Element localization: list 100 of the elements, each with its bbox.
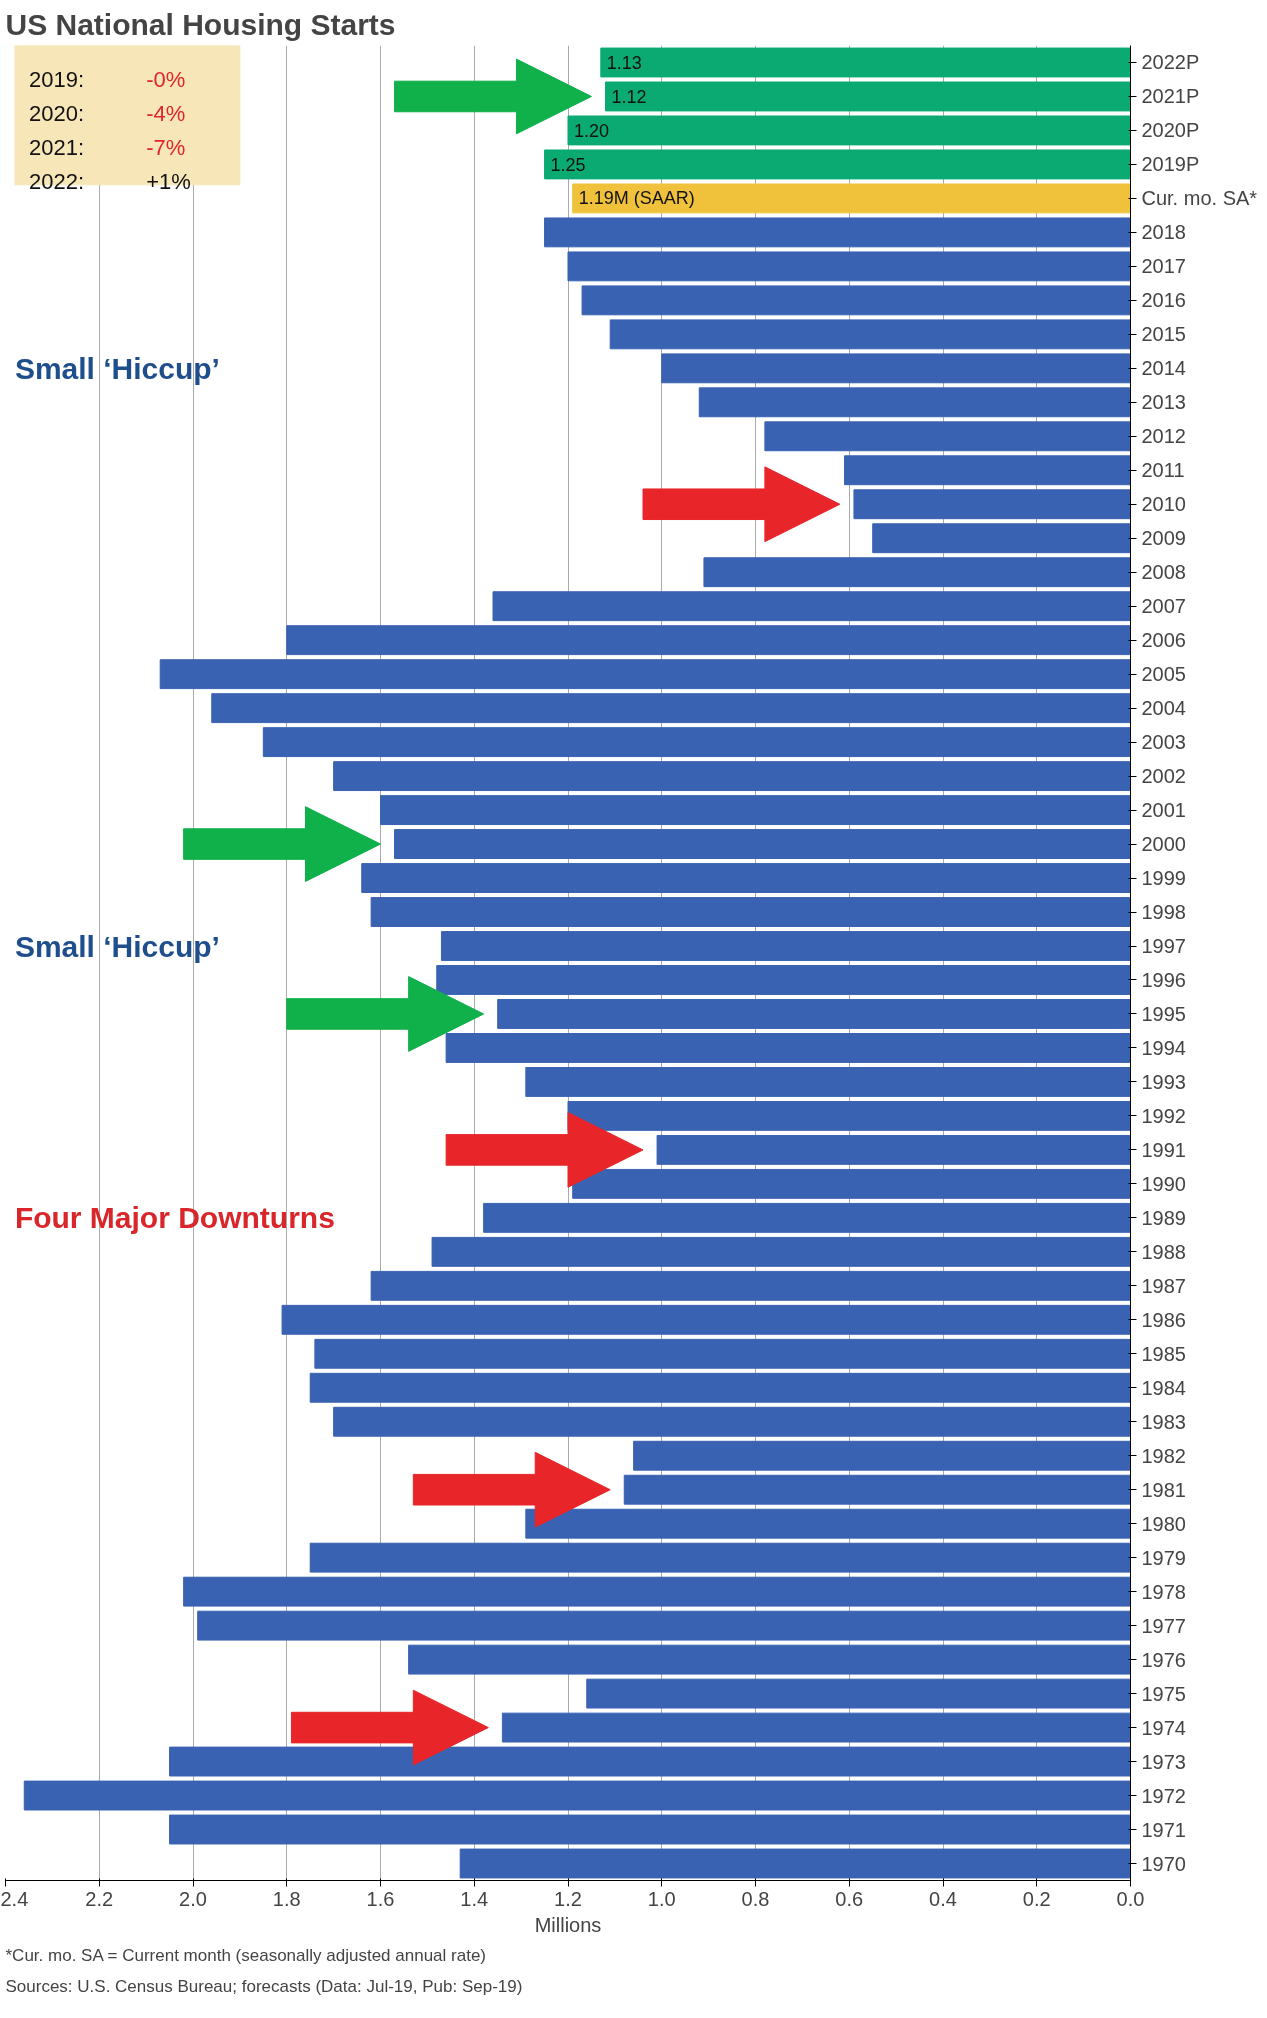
y-tick-label: 1985 bbox=[1141, 1342, 1186, 1365]
bar bbox=[525, 1066, 1131, 1097]
bar bbox=[309, 1372, 1131, 1403]
y-tick-label: 1970 bbox=[1141, 1852, 1186, 1875]
text: *Cur. mo. SA = Current month (seasonally adjusted annual rate) bbox=[5, 1945, 487, 1965]
y-tick-label: 2013 bbox=[1141, 391, 1186, 414]
y-tick-label: 1982 bbox=[1141, 1444, 1186, 1467]
bar bbox=[169, 1814, 1131, 1845]
bar bbox=[872, 523, 1131, 554]
annotation: Small ‘Hiccup’ bbox=[14, 351, 220, 385]
y-tick-label: 1993 bbox=[1141, 1070, 1186, 1093]
bar bbox=[370, 1270, 1131, 1301]
bar bbox=[600, 47, 1131, 78]
bar bbox=[314, 1338, 1131, 1369]
y-tick-label: 2019P bbox=[1141, 153, 1200, 176]
y-tick-label: 1972 bbox=[1141, 1784, 1186, 1807]
bar bbox=[586, 1678, 1131, 1709]
data-label: 1.25 bbox=[550, 154, 586, 175]
data-label: 1.20 bbox=[574, 120, 610, 141]
x-tick-label: 0.8 bbox=[741, 1887, 770, 1910]
y-tick-label: 2011 bbox=[1141, 459, 1185, 482]
data-label: 1.19M (SAAR) bbox=[578, 188, 695, 209]
bar bbox=[333, 761, 1131, 792]
y-tick-label: 1998 bbox=[1141, 901, 1186, 924]
y-tick-label: 1989 bbox=[1141, 1206, 1186, 1229]
bar bbox=[567, 251, 1131, 282]
bar bbox=[262, 727, 1131, 758]
data-label: 1.13 bbox=[606, 52, 642, 73]
bar bbox=[281, 1304, 1131, 1335]
chart-title: US National Housing Starts bbox=[5, 7, 396, 41]
y-tick-label: 2006 bbox=[1141, 629, 1186, 652]
bar bbox=[492, 591, 1131, 622]
x-tick-label: 2.4 bbox=[0, 1887, 29, 1910]
x-tick-label: 1.0 bbox=[647, 1887, 676, 1910]
y-tick-label: 1996 bbox=[1141, 968, 1186, 991]
y-tick-label: 1984 bbox=[1141, 1376, 1186, 1399]
y-tick-label: 1995 bbox=[1141, 1002, 1186, 1025]
bar bbox=[661, 353, 1131, 384]
y-tick-label: 1994 bbox=[1141, 1036, 1186, 1059]
y-tick-label: 2003 bbox=[1141, 731, 1186, 754]
x-tick-label: 1.8 bbox=[272, 1887, 301, 1910]
y-tick-label: 2004 bbox=[1141, 697, 1186, 720]
x-tick-label: 0.2 bbox=[1022, 1887, 1051, 1910]
x-tick-label: 0.0 bbox=[1116, 1887, 1145, 1910]
bar bbox=[544, 149, 1131, 180]
y-tick-label: 1988 bbox=[1141, 1240, 1186, 1263]
bar bbox=[609, 319, 1131, 350]
y-tick-label: 1990 bbox=[1141, 1172, 1186, 1195]
source-note: Sources: U.S. Census Bureau; forecasts (Data: Jul-19, Pub: Sep-19) bbox=[5, 1976, 523, 1996]
y-tick-label: 2000 bbox=[1141, 833, 1186, 856]
bar bbox=[544, 217, 1131, 248]
bar bbox=[623, 1474, 1131, 1505]
bar bbox=[440, 931, 1131, 961]
x-tick-label: 1.6 bbox=[366, 1887, 395, 1910]
bar bbox=[431, 1236, 1131, 1267]
y-tick-label: 1979 bbox=[1141, 1546, 1186, 1569]
y-tick-label: 1976 bbox=[1141, 1648, 1186, 1671]
y-tick-label: 2018 bbox=[1141, 221, 1186, 244]
x-axis-title: Millions bbox=[534, 1913, 602, 1936]
y-tick-label: 1992 bbox=[1141, 1104, 1186, 1127]
y-tick-label: 2008 bbox=[1141, 561, 1186, 584]
bar bbox=[159, 659, 1131, 690]
x-tick-label: 0.6 bbox=[835, 1887, 864, 1910]
y-tick-label: 1991 bbox=[1141, 1138, 1186, 1161]
bar bbox=[698, 387, 1131, 418]
y-tick-label: 1977 bbox=[1141, 1614, 1186, 1637]
bar bbox=[853, 489, 1131, 520]
bar bbox=[183, 1576, 1131, 1607]
y-tick-label: 2016 bbox=[1141, 289, 1186, 312]
y-tick-label: 2021P bbox=[1141, 85, 1200, 108]
y-tick-label: 1986 bbox=[1141, 1308, 1186, 1331]
bar bbox=[286, 625, 1131, 656]
bar bbox=[197, 1610, 1131, 1641]
y-tick-label: 1974 bbox=[1141, 1716, 1186, 1739]
y-tick-label: 2022P bbox=[1141, 51, 1200, 74]
y-tick-label: 1997 bbox=[1141, 935, 1186, 958]
y-tick-label: Cur. mo. SA* bbox=[1141, 187, 1258, 210]
y-tick-label: 1978 bbox=[1141, 1580, 1186, 1603]
bar bbox=[605, 81, 1131, 112]
bar bbox=[656, 1134, 1131, 1165]
y-tick-label: 2005 bbox=[1141, 663, 1186, 686]
bar bbox=[501, 1712, 1131, 1743]
bar bbox=[703, 557, 1131, 588]
y-tick-label: 2020P bbox=[1141, 119, 1200, 142]
x-tick-label: 0.4 bbox=[929, 1887, 957, 1910]
bar bbox=[483, 1202, 1131, 1233]
x-tick-label: 1.2 bbox=[554, 1887, 582, 1910]
bar bbox=[844, 455, 1131, 486]
y-tick-label: 1971 bbox=[1141, 1818, 1186, 1841]
bar bbox=[211, 693, 1131, 724]
y-tick-label: 1973 bbox=[1141, 1750, 1186, 1773]
y-tick-label: 1999 bbox=[1141, 867, 1186, 890]
text: 2019: -0% bbox=[28, 66, 186, 92]
y-tick-label: 2010 bbox=[1141, 493, 1186, 516]
y-tick-label: 2001 bbox=[1141, 799, 1186, 822]
x-tick-label: 1.4 bbox=[460, 1887, 489, 1910]
y-tick-label: 1980 bbox=[1141, 1512, 1186, 1535]
text: 2021: -7% bbox=[28, 134, 186, 160]
y-tick-label: 2007 bbox=[1141, 595, 1186, 618]
data-label: 1.12 bbox=[611, 86, 647, 107]
